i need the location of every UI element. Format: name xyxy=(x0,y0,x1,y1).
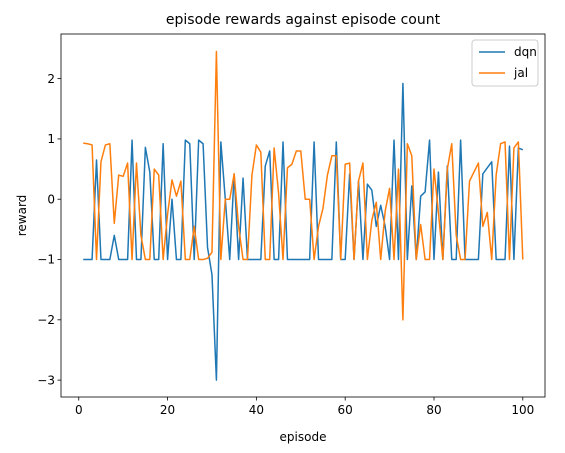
plot-frame xyxy=(60,33,546,398)
x-axis: 0 20 40 60 80 100 xyxy=(75,397,534,417)
y-axis-title: reward xyxy=(15,195,29,237)
y-axis: −3 −2 −1 0 1 2 xyxy=(37,72,61,387)
legend: dqn jal xyxy=(471,39,539,87)
series-line-dqn xyxy=(83,82,524,381)
series-line-jal xyxy=(83,50,524,321)
series-layer xyxy=(83,50,524,381)
x-tick-label: 80 xyxy=(426,403,441,417)
x-tick-label: 20 xyxy=(160,403,175,417)
chart-title: episode rewards against episode count xyxy=(166,12,441,28)
y-tick-label: 1 xyxy=(47,132,55,146)
x-tick-label: 60 xyxy=(338,403,353,417)
y-tick-label: 2 xyxy=(47,72,55,86)
y-tick-label: −3 xyxy=(37,373,55,387)
x-axis-title: episode xyxy=(280,430,327,444)
x-tick-label: 40 xyxy=(249,403,264,417)
y-tick-label: −1 xyxy=(37,253,55,267)
y-tick-label: 0 xyxy=(47,192,55,206)
x-tick-label: 0 xyxy=(75,403,83,417)
y-tick-label: −2 xyxy=(37,313,55,327)
legend-label-jal: jal xyxy=(513,66,528,80)
x-tick-label: 100 xyxy=(511,403,534,417)
legend-label-dqn: dqn xyxy=(514,45,537,59)
